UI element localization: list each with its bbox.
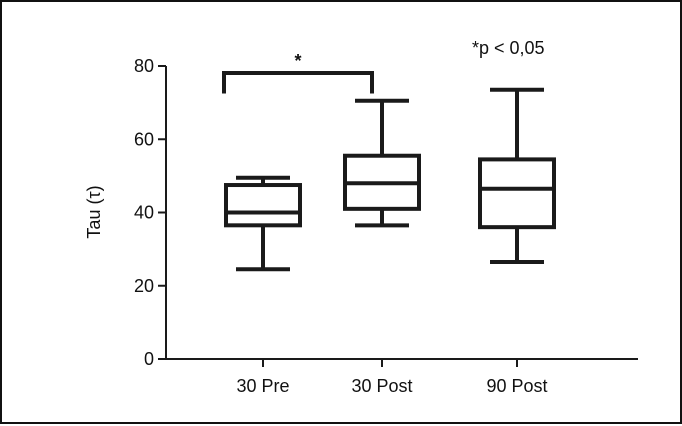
iqr-box [224, 183, 302, 228]
axes: 0 20 40 60 80 30 Pre 30 Post 90 Post [134, 56, 638, 396]
x-tick-label: 90 Post [486, 376, 547, 396]
y-tick-label: 60 [134, 129, 154, 149]
box-30-post [343, 98, 421, 228]
x-tick-label: 30 Post [351, 376, 412, 396]
significance-note: *p < 0,05 [472, 38, 545, 58]
y-tick-label: 40 [134, 203, 154, 223]
iqr-box [478, 157, 556, 230]
boxes [224, 87, 556, 272]
x-tick-label: 30 Pre [236, 376, 289, 396]
y-axis-label: Tau (τ) [84, 185, 104, 238]
significance-bracket: * [222, 51, 374, 94]
y-tick-label: 80 [134, 56, 154, 76]
y-tick-label: 20 [134, 276, 154, 296]
box-30-pre [224, 175, 302, 272]
box-90-post [478, 87, 556, 264]
y-tick-label: 0 [144, 349, 154, 369]
significance-star: * [294, 51, 301, 71]
bracket-line [222, 71, 374, 94]
